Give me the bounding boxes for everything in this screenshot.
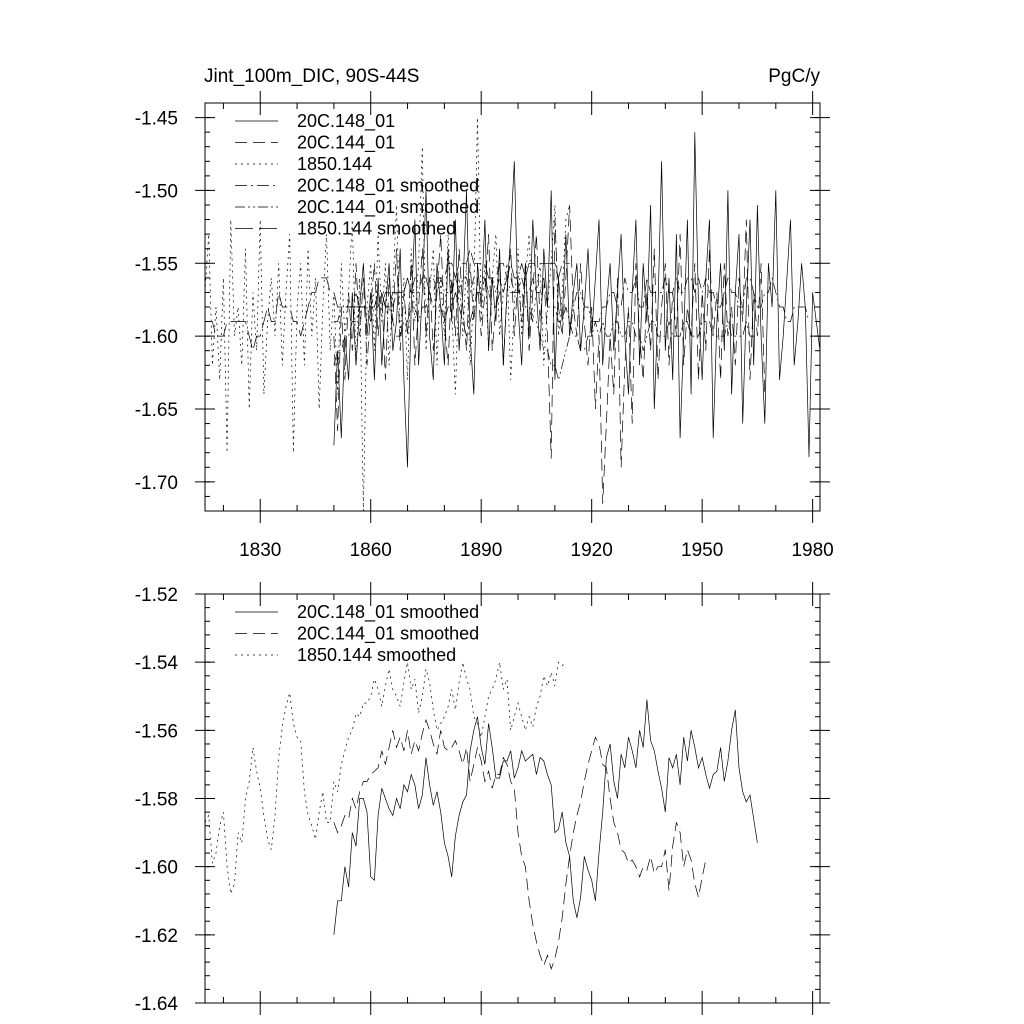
- series-group: [205, 117, 820, 511]
- series-group: [205, 661, 758, 971]
- top-panel-title: Jint_100m_DIC, 90S-44S: [204, 66, 419, 87]
- legend-label: 20C.144_01 smoothed: [297, 624, 479, 645]
- y-tick-label: -1.60: [135, 858, 178, 879]
- x-tick-label: 1860: [350, 540, 392, 561]
- top-panel: Jint_100m_DIC, 90S-44S PgC/y 1830 1860 189…: [135, 66, 834, 561]
- x-tick-label: 1920: [571, 540, 613, 561]
- y-axis: -1.52 -1.54 -1.56 -1.58 -1.60 -1.62 -1.64: [135, 585, 830, 1015]
- legend-label: 1850.144 smoothed: [297, 645, 456, 665]
- series-line-2: [333, 718, 707, 971]
- x-tick-label: 1830: [239, 540, 281, 561]
- y-tick-label: -1.60: [135, 327, 178, 348]
- series-line-6: [205, 248, 570, 351]
- y-tick-label: -1.52: [135, 585, 178, 606]
- x-axis: 1830 1860 1890 1920 1950 1980: [222, 91, 834, 561]
- x-tick-label: 1980: [791, 540, 833, 561]
- top-panel-units: PgC/y: [768, 66, 820, 87]
- y-tick-label: -1.50: [135, 181, 178, 202]
- y-tick-label: -1.56: [135, 721, 178, 742]
- legend-label: 20C.148_01 smoothed: [297, 602, 479, 623]
- legend-label: 1850.144 smoothed: [297, 219, 456, 239]
- y-tick-label: -1.54: [135, 653, 179, 674]
- y-tick-label: -1.64: [135, 994, 179, 1015]
- x-tick-label: 1890: [460, 540, 502, 561]
- series-line-2: [333, 204, 766, 504]
- legend-label: 1850.144: [297, 154, 372, 174]
- y-tick-label: -1.55: [135, 254, 178, 275]
- x-tick-label: 1950: [681, 540, 723, 561]
- y-tick-label: -1.45: [135, 109, 178, 130]
- y-tick-label: -1.62: [135, 926, 178, 947]
- x-axis: [222, 582, 814, 1015]
- y-tick-label: -1.58: [135, 790, 178, 811]
- legend-label: 20C.148_01 smoothed: [297, 176, 479, 197]
- y-tick-label: -1.65: [135, 400, 178, 421]
- y-tick-label: -1.70: [135, 473, 178, 494]
- bottom-panel: -1.52 -1.54 -1.56 -1.58 -1.60 -1.62 -1.64 20C.1…: [135, 582, 830, 1015]
- series-line-4: [333, 277, 810, 366]
- series-line-1: [333, 132, 820, 468]
- series-line-3: [205, 661, 567, 895]
- legend-label: 20C.144_01: [297, 133, 395, 154]
- legend-label: 20C.148_01: [297, 111, 395, 132]
- y-axis: -1.45 -1.50 -1.55 -1.60 -1.65 -1.70: [135, 102, 830, 512]
- legend-label: 20C.144_01 smoothed: [297, 197, 479, 218]
- series-line-1: [333, 699, 758, 935]
- series-line-5: [333, 277, 758, 380]
